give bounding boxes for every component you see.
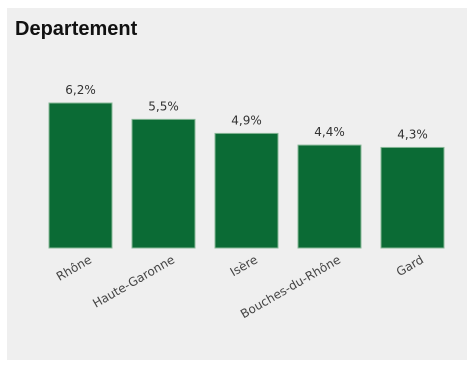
data-label-1: 5,5% (148, 99, 179, 113)
category-label-2: Isère (228, 252, 260, 279)
data-label-4: 4,3% (397, 127, 428, 141)
data-label-3: 4,4% (314, 125, 345, 139)
category-label-0: Rhône (54, 252, 94, 283)
category-label-1: Haute-Garonne (90, 252, 177, 310)
bar-0[interactable] (48, 102, 113, 249)
chart-title: Departement (15, 18, 138, 40)
data-label-2: 4,9% (231, 113, 262, 127)
bar-2[interactable] (214, 132, 279, 249)
data-label-0: 6,2% (65, 83, 96, 97)
bar-1[interactable] (131, 118, 196, 249)
category-label-4: Gard (394, 252, 426, 279)
bar-4[interactable] (380, 146, 445, 249)
bar-3[interactable] (297, 144, 362, 249)
